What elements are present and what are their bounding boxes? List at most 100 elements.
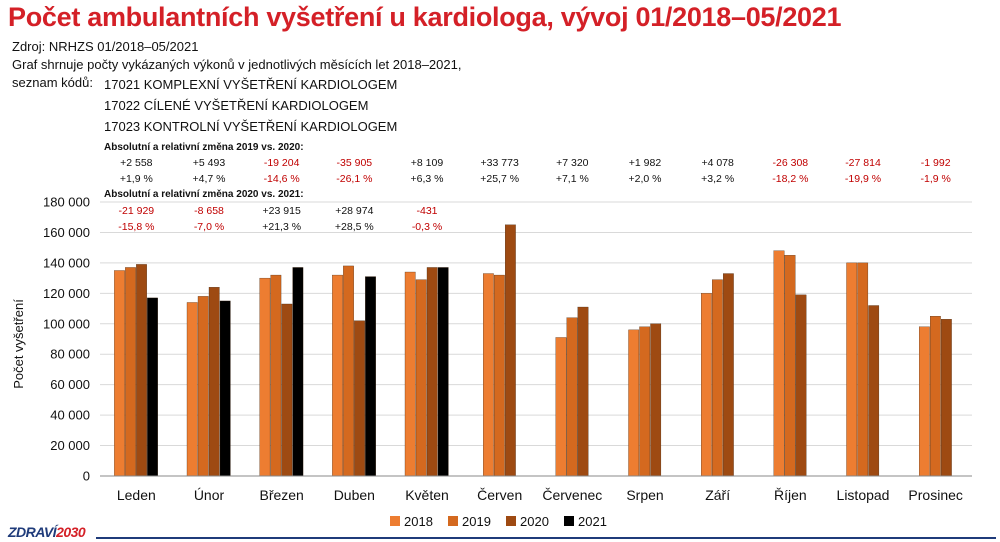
bar-2018 bbox=[701, 293, 712, 477]
bar-2019 bbox=[639, 326, 651, 477]
annotation-abs-2020-2021: -21 929 bbox=[119, 205, 155, 217]
code-item: 17023 KONTROLNÍ VYŠETŘENÍ KARDIOLOGEM bbox=[104, 119, 398, 134]
annotation-abs-2020-2021: +23 915 bbox=[263, 205, 301, 217]
annotation-abs-2019-2020: +33 773 bbox=[481, 157, 519, 169]
annotation-abs-2019-2020: +8 109 bbox=[411, 157, 444, 169]
annotation-abs-2020-2021: +28 974 bbox=[335, 205, 373, 217]
bar-2018 bbox=[919, 326, 930, 477]
annotation-rel-2020-2021: +21,3 % bbox=[262, 221, 301, 233]
bar-2018 bbox=[773, 250, 785, 477]
x-tick-label: Říjen bbox=[774, 487, 807, 503]
bar-2018 bbox=[628, 329, 640, 477]
bar-2019 bbox=[566, 317, 578, 477]
y-tick-label: 20 000 bbox=[50, 438, 90, 453]
bar-2020 bbox=[426, 267, 438, 477]
description-text: Graf shrnuje počty vykázaných výkonů v j… bbox=[12, 57, 462, 72]
bar-2018 bbox=[555, 337, 567, 477]
annotation-abs-2019-2020: +4 078 bbox=[701, 157, 734, 169]
y-tick-label: 60 000 bbox=[50, 377, 90, 392]
annotation-rel-2019-2020: +2,0 % bbox=[629, 173, 662, 185]
chart-title: Počet ambulantních vyšetření u kardiolog… bbox=[8, 2, 842, 32]
bar-2019 bbox=[197, 296, 209, 477]
x-tick-label: Květen bbox=[405, 487, 449, 503]
y-tick-label: 0 bbox=[83, 469, 90, 484]
annotation-rel-2019-2020: +4,7 % bbox=[193, 173, 226, 185]
annotation-title-2020-2021: Absolutní a relativní změna 2020 vs. 202… bbox=[104, 189, 304, 200]
annotation-abs-2019-2020: +7 320 bbox=[556, 157, 589, 169]
y-axis-label: Počet vyšetření bbox=[11, 299, 26, 389]
annotation-rel-2019-2020: -18,2 % bbox=[772, 173, 808, 185]
x-tick-label: Únor bbox=[194, 487, 225, 503]
bar-2020 bbox=[208, 287, 220, 477]
annotation-abs-2019-2020: +5 493 bbox=[193, 157, 226, 169]
annotation-abs-2019-2020: -27 814 bbox=[845, 157, 881, 169]
x-tick-label: Červenec bbox=[542, 487, 602, 503]
bar-2021 bbox=[292, 267, 304, 477]
legend-label: 2018 bbox=[404, 514, 433, 529]
legend-swatch-2021 bbox=[564, 516, 574, 526]
bar-2018 bbox=[332, 274, 343, 477]
legend-label: 2019 bbox=[462, 514, 491, 529]
bar-2019 bbox=[125, 267, 136, 477]
logo-number: 2030 bbox=[56, 524, 86, 540]
bar-2019 bbox=[343, 265, 354, 477]
x-tick-label: Listopad bbox=[837, 487, 890, 503]
bar-2020 bbox=[505, 224, 516, 477]
bar-2018 bbox=[186, 302, 198, 477]
bar-2021 bbox=[219, 300, 231, 477]
annotation-abs-2019-2020: -1 992 bbox=[921, 157, 951, 169]
bar-2019 bbox=[712, 279, 723, 477]
y-tick-label: 180 000 bbox=[43, 195, 90, 210]
annotation-rel-2019-2020: -26,1 % bbox=[336, 173, 372, 185]
annotation-title-2019-2020: Absolutní a relativní změna 2019 vs. 202… bbox=[104, 142, 304, 153]
bar-2020 bbox=[795, 294, 807, 477]
annotation-abs-2020-2021: -431 bbox=[416, 205, 437, 217]
x-tick-label: Září bbox=[705, 487, 730, 503]
x-tick-label: Červen bbox=[477, 487, 522, 503]
legend-swatch-2019 bbox=[448, 516, 458, 526]
bar-2019 bbox=[270, 274, 282, 477]
x-tick-label: Březen bbox=[259, 487, 303, 503]
annotation-rel-2019-2020: +1,9 % bbox=[120, 173, 153, 185]
bar-2018 bbox=[404, 271, 416, 477]
bar-2018 bbox=[846, 262, 858, 477]
bar-2020 bbox=[723, 273, 734, 477]
legend-label: 2021 bbox=[578, 514, 607, 529]
bar-2018 bbox=[483, 273, 494, 477]
bar-2020 bbox=[354, 320, 365, 477]
bar-2019 bbox=[415, 279, 427, 477]
source-text: Zdroj: NRHZS 01/2018–05/2021 bbox=[12, 39, 199, 54]
bar-2021 bbox=[147, 297, 158, 477]
annotation-rel-2020-2021: -15,8 % bbox=[118, 221, 154, 233]
code-item: 17022 CÍLENÉ VYŠETŘENÍ KARDIOLOGEM bbox=[104, 98, 369, 113]
annotation-rel-2020-2021: -0,3 % bbox=[412, 221, 442, 233]
logo-text: ZDRAVÍ bbox=[8, 524, 57, 540]
footer-rule bbox=[96, 537, 996, 539]
y-tick-label: 100 000 bbox=[43, 316, 90, 331]
y-tick-label: 160 000 bbox=[43, 225, 90, 240]
y-tick-label: 120 000 bbox=[43, 286, 90, 301]
annotation-abs-2019-2020: -26 308 bbox=[773, 157, 809, 169]
annotation-abs-2019-2020: -19 204 bbox=[264, 157, 300, 169]
x-tick-label: Duben bbox=[334, 487, 375, 503]
codes-label: seznam kódů: bbox=[12, 75, 93, 90]
codes-list: 17021 KOMPLEXNÍ VYŠETŘENÍ KARDIOLOGEM 17… bbox=[104, 74, 397, 137]
bar-2019 bbox=[784, 255, 796, 477]
bar-2019 bbox=[930, 316, 941, 477]
annotation-rel-2019-2020: -19,9 % bbox=[845, 173, 881, 185]
annotation-rel-2019-2020: -14,6 % bbox=[264, 173, 300, 185]
bar-2020 bbox=[650, 323, 662, 477]
annotation-rel-2020-2021: +28,5 % bbox=[335, 221, 374, 233]
bar-2020 bbox=[941, 319, 952, 477]
annotation-rel-2019-2020: +7,1 % bbox=[556, 173, 589, 185]
annotation-abs-2019-2020: -35 905 bbox=[337, 157, 373, 169]
bar-2020 bbox=[136, 264, 147, 477]
legend-swatch-2018 bbox=[390, 516, 400, 526]
y-tick-label: 40 000 bbox=[50, 408, 90, 423]
bar-2018 bbox=[114, 270, 125, 477]
x-tick-label: Prosinec bbox=[908, 487, 962, 503]
annotation-abs-2019-2020: +1 982 bbox=[629, 157, 662, 169]
bar-2019 bbox=[857, 262, 869, 477]
annotation-rel-2019-2020: +6,3 % bbox=[411, 173, 444, 185]
